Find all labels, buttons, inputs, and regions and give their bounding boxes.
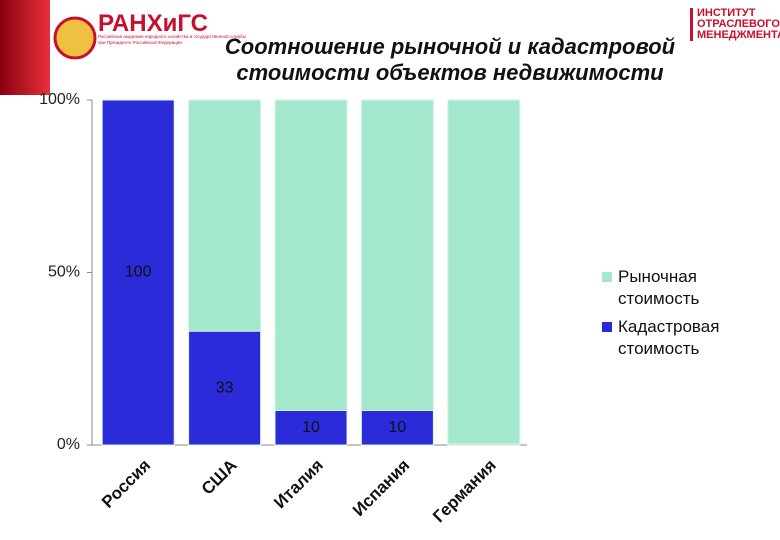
legend-item: Рыночная стоимость <box>600 266 770 310</box>
x-tick-label: Россия <box>98 456 154 512</box>
data-label: 33 <box>216 379 234 396</box>
chart-title: Соотношение рыночной и кадастровой стоим… <box>224 34 676 85</box>
bar-segment <box>274 99 348 411</box>
bar-segment <box>274 410 348 446</box>
legend-item: Кадастровая стоимость <box>600 316 770 360</box>
bar-segment <box>447 99 521 445</box>
y-tick-label: 50% <box>48 264 80 281</box>
legend-swatch <box>602 272 612 282</box>
bar-segment <box>360 99 434 411</box>
y-tick-label: 100% <box>39 91 80 108</box>
decor-strip <box>0 0 50 95</box>
legend-label: Рыночная стоимость <box>618 267 700 308</box>
logo-subtitle: Российская академия народного хозяйства … <box>98 34 246 45</box>
legend-swatch <box>602 322 612 332</box>
data-label: 100 <box>125 264 152 281</box>
institute-logo: ИНСТИТУТ ОТРАСЛЕВОГО МЕНЕДЖМЕНТА <box>690 8 780 41</box>
bar-segment <box>360 410 434 446</box>
data-label: 10 <box>389 419 407 436</box>
logo-emblem <box>53 16 97 60</box>
y-tick-label: 0% <box>57 436 80 453</box>
x-tick-label: Испания <box>349 456 413 520</box>
data-label: 10 <box>302 419 320 436</box>
legend: Рыночная стоимость Кадастровая стоимость <box>600 266 770 366</box>
x-tick-label: США <box>198 456 241 499</box>
bar-segment <box>188 99 262 332</box>
x-tick-label: Германия <box>429 456 500 527</box>
legend-label: Кадастровая стоимость <box>618 317 720 358</box>
bar-segment <box>101 99 175 446</box>
logo: РАНХиГС <box>98 10 208 37</box>
x-tick-label: Италия <box>270 456 327 513</box>
